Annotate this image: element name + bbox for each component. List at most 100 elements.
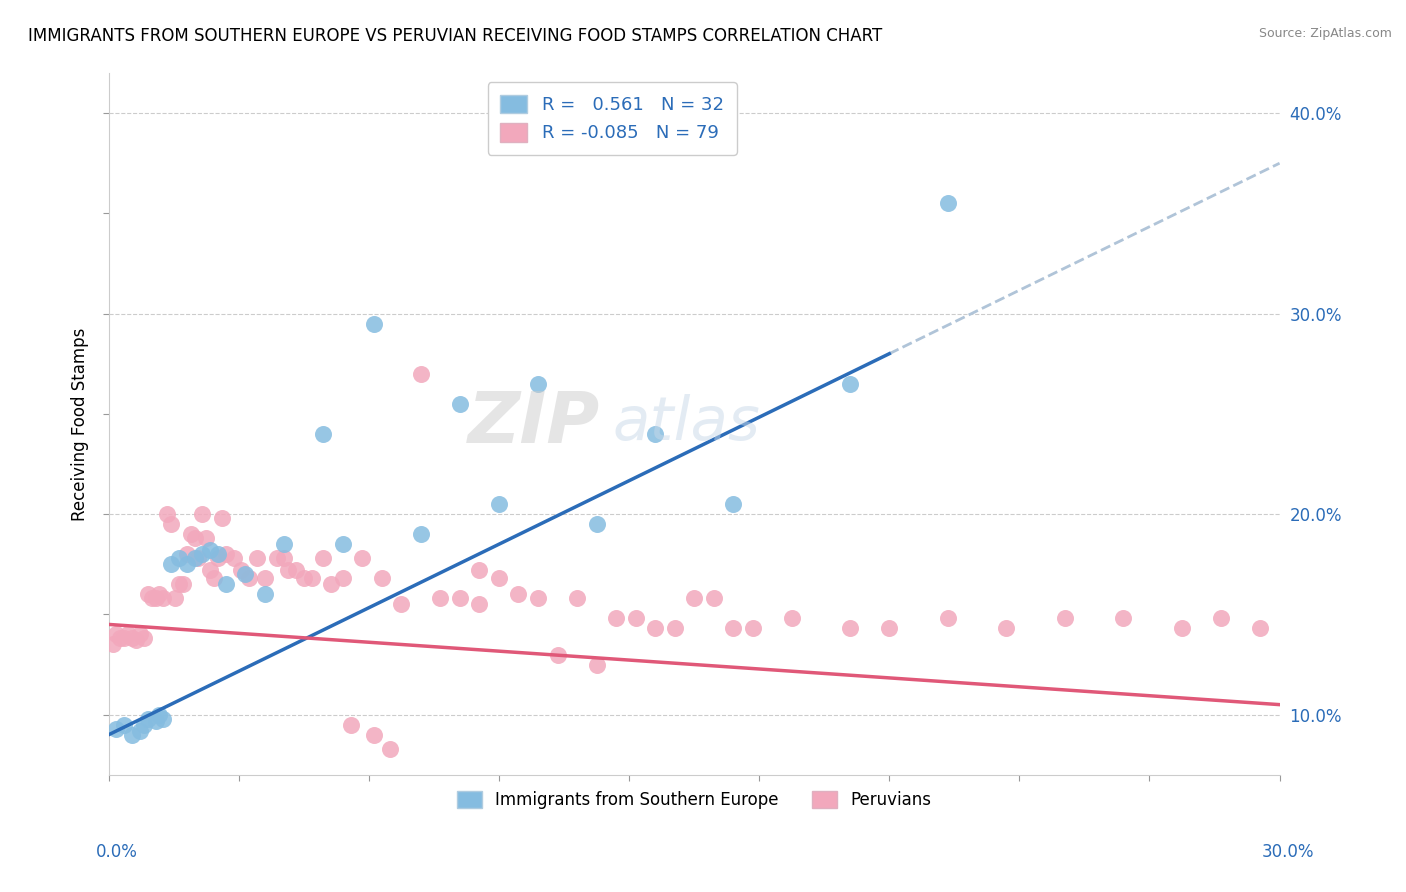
Point xyxy=(207,551,229,566)
Point xyxy=(409,527,432,541)
Point xyxy=(644,622,666,636)
Point xyxy=(148,707,170,722)
Point xyxy=(105,627,128,641)
Point xyxy=(191,547,214,561)
Point xyxy=(273,551,295,566)
Point xyxy=(363,728,385,742)
Point xyxy=(117,627,139,641)
Point xyxy=(231,563,253,577)
Point xyxy=(141,591,163,606)
Point xyxy=(112,632,135,646)
Point xyxy=(211,511,233,525)
Point xyxy=(683,591,706,606)
Point xyxy=(301,571,323,585)
Point xyxy=(195,531,218,545)
Point xyxy=(877,622,900,636)
Point xyxy=(488,497,510,511)
Point xyxy=(547,648,569,662)
Point xyxy=(339,717,361,731)
Point xyxy=(176,547,198,561)
Point xyxy=(527,591,550,606)
Point xyxy=(429,591,451,606)
Point xyxy=(198,543,221,558)
Point xyxy=(624,611,647,625)
Point xyxy=(721,497,744,511)
Point xyxy=(1112,611,1135,625)
Point xyxy=(273,537,295,551)
Point xyxy=(449,397,471,411)
Point xyxy=(508,587,530,601)
Point xyxy=(409,367,432,381)
Point xyxy=(191,507,214,521)
Point xyxy=(152,591,174,606)
Point xyxy=(145,591,167,606)
Point xyxy=(238,571,260,585)
Point xyxy=(112,717,135,731)
Point xyxy=(363,317,385,331)
Point xyxy=(839,622,862,636)
Point xyxy=(352,551,374,566)
Point xyxy=(312,426,335,441)
Point xyxy=(176,558,198,572)
Point xyxy=(215,577,238,591)
Point xyxy=(1053,611,1076,625)
Text: Source: ZipAtlas.com: Source: ZipAtlas.com xyxy=(1258,27,1392,40)
Point xyxy=(233,567,256,582)
Point xyxy=(995,622,1018,636)
Point xyxy=(187,551,209,566)
Text: 0.0%: 0.0% xyxy=(96,843,138,861)
Y-axis label: Receiving Food Stamps: Receiving Food Stamps xyxy=(72,327,89,521)
Point xyxy=(172,577,194,591)
Point xyxy=(936,196,959,211)
Point xyxy=(132,717,155,731)
Point xyxy=(292,571,315,585)
Point xyxy=(167,577,190,591)
Point xyxy=(527,376,550,391)
Point xyxy=(780,611,803,625)
Point xyxy=(163,591,186,606)
Point xyxy=(136,587,159,601)
Point xyxy=(332,537,354,551)
Point xyxy=(222,551,245,566)
Point xyxy=(703,591,725,606)
Point xyxy=(741,622,763,636)
Point xyxy=(183,551,205,566)
Point xyxy=(105,722,128,736)
Point xyxy=(129,723,152,738)
Point xyxy=(160,517,183,532)
Point xyxy=(721,622,744,636)
Point xyxy=(332,571,354,585)
Point xyxy=(215,547,238,561)
Point xyxy=(167,551,190,566)
Point xyxy=(253,571,276,585)
Point xyxy=(605,611,627,625)
Point xyxy=(129,627,152,641)
Point xyxy=(198,563,221,577)
Point xyxy=(312,551,335,566)
Point xyxy=(101,638,124,652)
Point xyxy=(110,632,132,646)
Point xyxy=(160,558,183,572)
Point xyxy=(207,547,229,561)
Point xyxy=(121,632,143,646)
Point xyxy=(936,611,959,625)
Point xyxy=(321,577,343,591)
Point xyxy=(180,527,202,541)
Point xyxy=(156,507,179,521)
Point xyxy=(136,712,159,726)
Point xyxy=(664,622,686,636)
Point xyxy=(1209,611,1232,625)
Point xyxy=(468,563,491,577)
Point xyxy=(253,587,276,601)
Point xyxy=(585,517,607,532)
Text: atlas: atlas xyxy=(612,394,761,453)
Point xyxy=(644,426,666,441)
Point xyxy=(488,571,510,585)
Point xyxy=(1249,622,1271,636)
Text: IMMIGRANTS FROM SOUTHERN EUROPE VS PERUVIAN RECEIVING FOOD STAMPS CORRELATION CH: IMMIGRANTS FROM SOUTHERN EUROPE VS PERUV… xyxy=(28,27,883,45)
Point xyxy=(585,657,607,672)
Point xyxy=(125,633,148,648)
Point xyxy=(277,563,299,577)
Point xyxy=(121,728,143,742)
Point xyxy=(202,571,225,585)
